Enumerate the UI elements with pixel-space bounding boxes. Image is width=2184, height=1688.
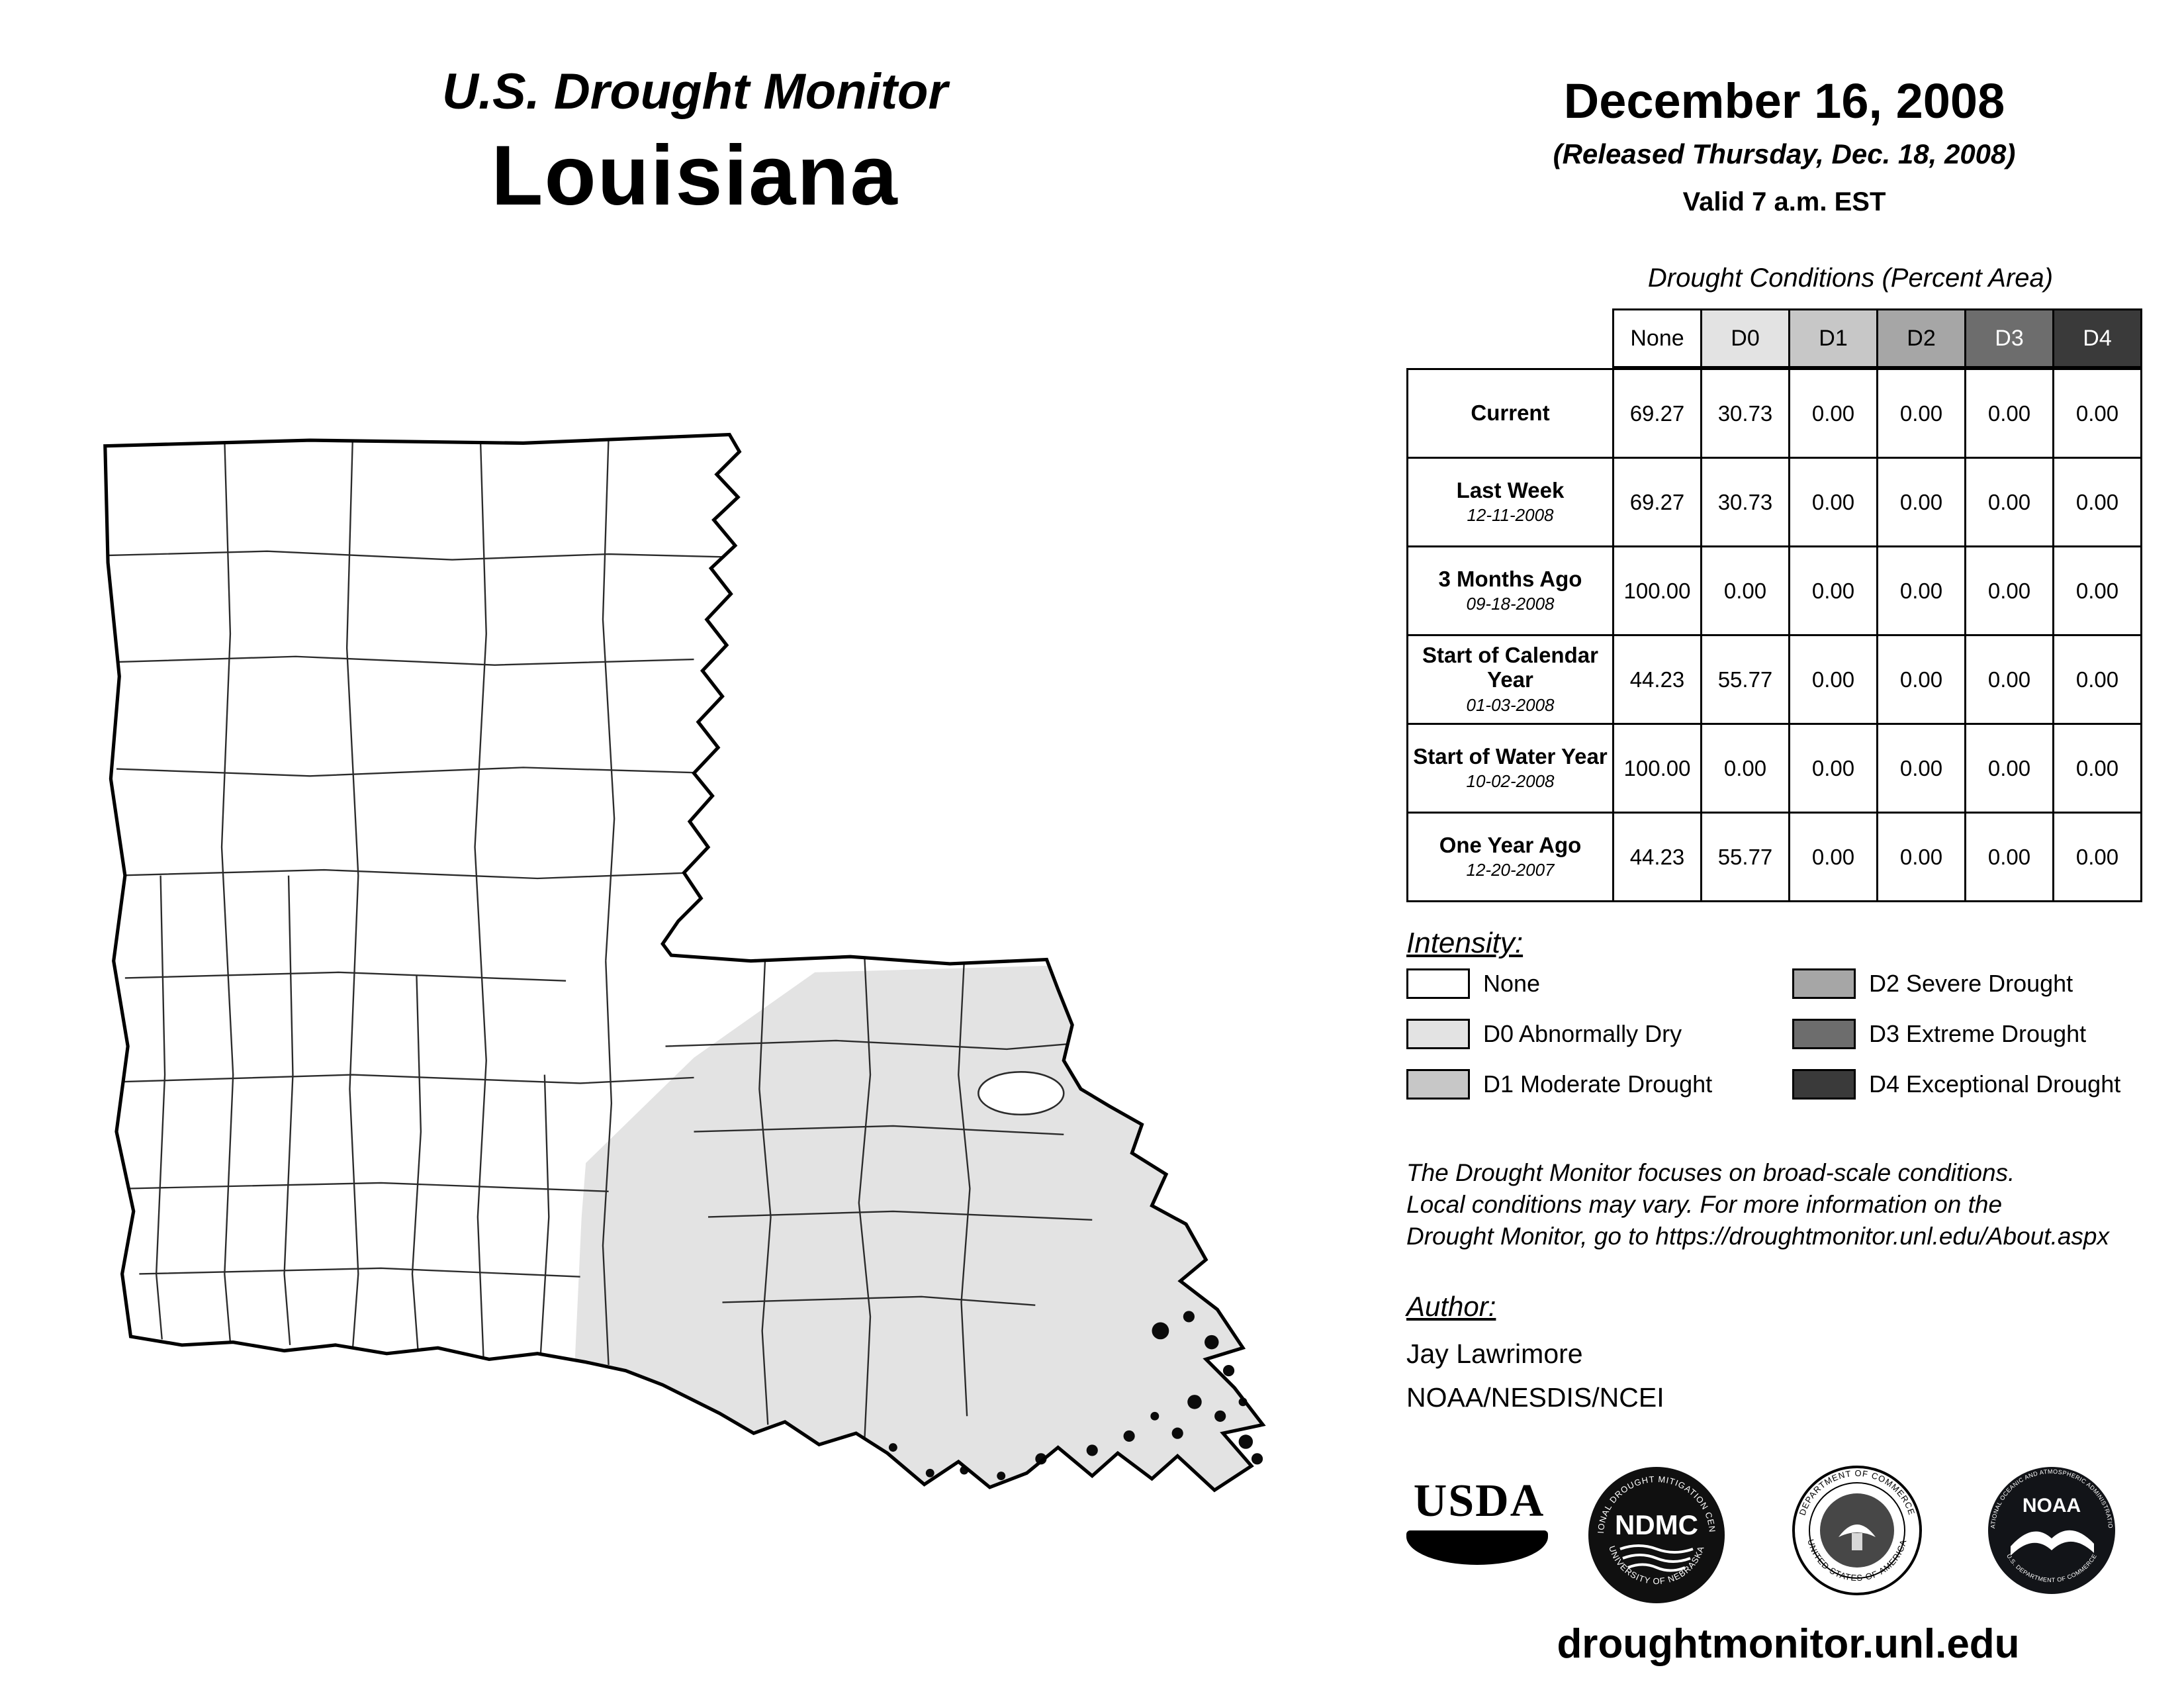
table-value: 0.00 bbox=[1790, 636, 1876, 723]
table-value: 0.00 bbox=[1702, 547, 1788, 634]
lake-pontchartrain bbox=[978, 1070, 1065, 1116]
table-value: 100.00 bbox=[1614, 547, 1700, 634]
table-value: 0.00 bbox=[1878, 814, 1964, 900]
legend-swatch-d1 bbox=[1406, 1069, 1470, 1100]
parish-boundaries bbox=[105, 437, 1093, 1439]
table-value: 30.73 bbox=[1702, 459, 1788, 545]
table-value: 0.00 bbox=[1878, 636, 1964, 723]
table-value: 0.00 bbox=[2054, 636, 2140, 723]
table-value: 0.00 bbox=[1878, 370, 1964, 457]
date-block: December 16, 2008 (Released Thursday, De… bbox=[1387, 73, 2181, 217]
row-label-current: Current bbox=[1408, 370, 1612, 457]
legend-swatch-d2 bbox=[1792, 968, 1856, 999]
table-value: 69.27 bbox=[1614, 459, 1700, 545]
noaa-logo: NATIONAL OCEANIC AND ATMOSPHERIC ADMINIS… bbox=[1985, 1464, 2115, 1594]
delta-marsh bbox=[888, 1311, 1263, 1481]
drought-conditions-table: Current 69.27 30.73 0.00 0.00 0.00 0.00 … bbox=[1406, 368, 2142, 902]
table-value: 44.23 bbox=[1614, 636, 1700, 723]
ndmc-logo: NATIONAL DROUGHT MITIGATION CENTER UNIVE… bbox=[1586, 1464, 1725, 1603]
col-header-d3: D3 bbox=[1966, 310, 2052, 366]
noaa-wordmark: NOAA bbox=[2023, 1495, 2081, 1517]
legend-column-right: D2 Severe Drought D3 Extreme Drought D4 … bbox=[1792, 968, 2120, 1100]
legend-item-d3: D3 Extreme Drought bbox=[1792, 1018, 2120, 1050]
legend-item-d1: D1 Moderate Drought bbox=[1406, 1068, 1712, 1100]
row-label-one-year-ago: One Year Ago 12-20-2007 bbox=[1408, 814, 1612, 900]
table-value: 0.00 bbox=[1790, 725, 1876, 812]
louisiana-map bbox=[103, 432, 1266, 1493]
row-label-start-calendar-year: Start of Calendar Year 01-03-2008 bbox=[1408, 636, 1612, 723]
table-value: 55.77 bbox=[1702, 636, 1788, 723]
table-value: 0.00 bbox=[2054, 547, 2140, 634]
table-value: 55.77 bbox=[1702, 814, 1788, 900]
col-header-d4: D4 bbox=[2054, 310, 2140, 366]
table-value: 0.00 bbox=[1966, 459, 2052, 545]
table-value: 0.00 bbox=[1966, 547, 2052, 634]
legend-swatch-d4 bbox=[1792, 1069, 1856, 1100]
table-value: 0.00 bbox=[2054, 725, 2140, 812]
table-value: 0.00 bbox=[1790, 370, 1876, 457]
noaa-gull-icon bbox=[2011, 1530, 2094, 1556]
title-block: U.S. Drought Monitor Louisiana bbox=[199, 63, 1191, 224]
table-value: 0.00 bbox=[2054, 370, 2140, 457]
legend-item-d0: D0 Abnormally Dry bbox=[1406, 1018, 1712, 1050]
table-value: 0.00 bbox=[1878, 459, 1964, 545]
col-header-d0: D0 bbox=[1702, 310, 1788, 366]
legend-item-d4: D4 Exceptional Drought bbox=[1792, 1068, 2120, 1100]
table-value: 0.00 bbox=[1790, 547, 1876, 634]
table-value: 0.00 bbox=[2054, 459, 2140, 545]
legend-swatch-d3 bbox=[1792, 1019, 1856, 1049]
col-header-none: None bbox=[1614, 310, 1700, 366]
table-value: 0.00 bbox=[1966, 814, 2052, 900]
ndmc-wordmark: NDMC bbox=[1615, 1509, 1698, 1540]
legend-swatch-none bbox=[1406, 968, 1470, 999]
col-header-d2: D2 bbox=[1878, 310, 1964, 366]
legend-column-left: None D0 Abnormally Dry D1 Moderate Droug… bbox=[1406, 968, 1712, 1100]
table-value: 0.00 bbox=[1966, 636, 2052, 723]
usda-swoosh bbox=[1406, 1530, 1548, 1565]
author-heading: Author: bbox=[1406, 1291, 1496, 1322]
col-header-d1: D1 bbox=[1790, 310, 1876, 366]
author-name: Jay Lawrimore bbox=[1406, 1338, 1583, 1369]
legend-swatch-d0 bbox=[1406, 1019, 1470, 1049]
table-column-headers: None D0 D1 D2 D3 D4 bbox=[1612, 308, 2142, 368]
row-label-3-months-ago: 3 Months Ago 09-18-2008 bbox=[1408, 547, 1612, 634]
state-outline bbox=[103, 432, 1266, 1493]
report-title: U.S. Drought Monitor bbox=[441, 64, 948, 120]
author-organization: NOAA/NESDIS/NCEI bbox=[1406, 1382, 1664, 1413]
table-value: 0.00 bbox=[1878, 725, 1964, 812]
row-label-start-water-year: Start of Water Year 10-02-2008 bbox=[1408, 725, 1612, 812]
table-value: 0.00 bbox=[1702, 725, 1788, 812]
table-value: 44.23 bbox=[1614, 814, 1700, 900]
table-value: 0.00 bbox=[1790, 459, 1876, 545]
table-value: 0.00 bbox=[1878, 547, 1964, 634]
table-value: 0.00 bbox=[1966, 370, 2052, 457]
table-value: 0.00 bbox=[2054, 814, 2140, 900]
row-label-last-week: Last Week 12-11-2008 bbox=[1408, 459, 1612, 545]
table-value: 100.00 bbox=[1614, 725, 1700, 812]
footer-url: droughtmonitor.unl.edu bbox=[1557, 1621, 2020, 1667]
table-value: 0.00 bbox=[1966, 725, 2052, 812]
table-title: Drought Conditions (Percent Area) bbox=[1647, 263, 2054, 293]
state-name: Louisiana bbox=[491, 128, 899, 223]
legend-title: Intensity: bbox=[1406, 927, 1524, 959]
valid-time: Valid 7 a.m. EST bbox=[1682, 187, 1886, 216]
map-date: December 16, 2008 bbox=[1563, 73, 2005, 128]
disclaimer-text: The Drought Monitor focuses on broad-sca… bbox=[1406, 1159, 2109, 1250]
legend-item-d2: D2 Severe Drought bbox=[1792, 968, 2120, 1000]
released-date: (Released Thursday, Dec. 18, 2008) bbox=[1553, 138, 2016, 169]
usda-logo: USDA bbox=[1406, 1475, 1552, 1565]
department-of-commerce-seal: DEPARTMENT OF COMMERCE UNITED STATES OF … bbox=[1792, 1466, 1922, 1595]
legend-item-none: None bbox=[1406, 968, 1712, 1000]
table-value: 69.27 bbox=[1614, 370, 1700, 457]
doc-eagle-icon bbox=[1839, 1524, 1876, 1537]
table-value: 30.73 bbox=[1702, 370, 1788, 457]
table-value: 0.00 bbox=[1790, 814, 1876, 900]
